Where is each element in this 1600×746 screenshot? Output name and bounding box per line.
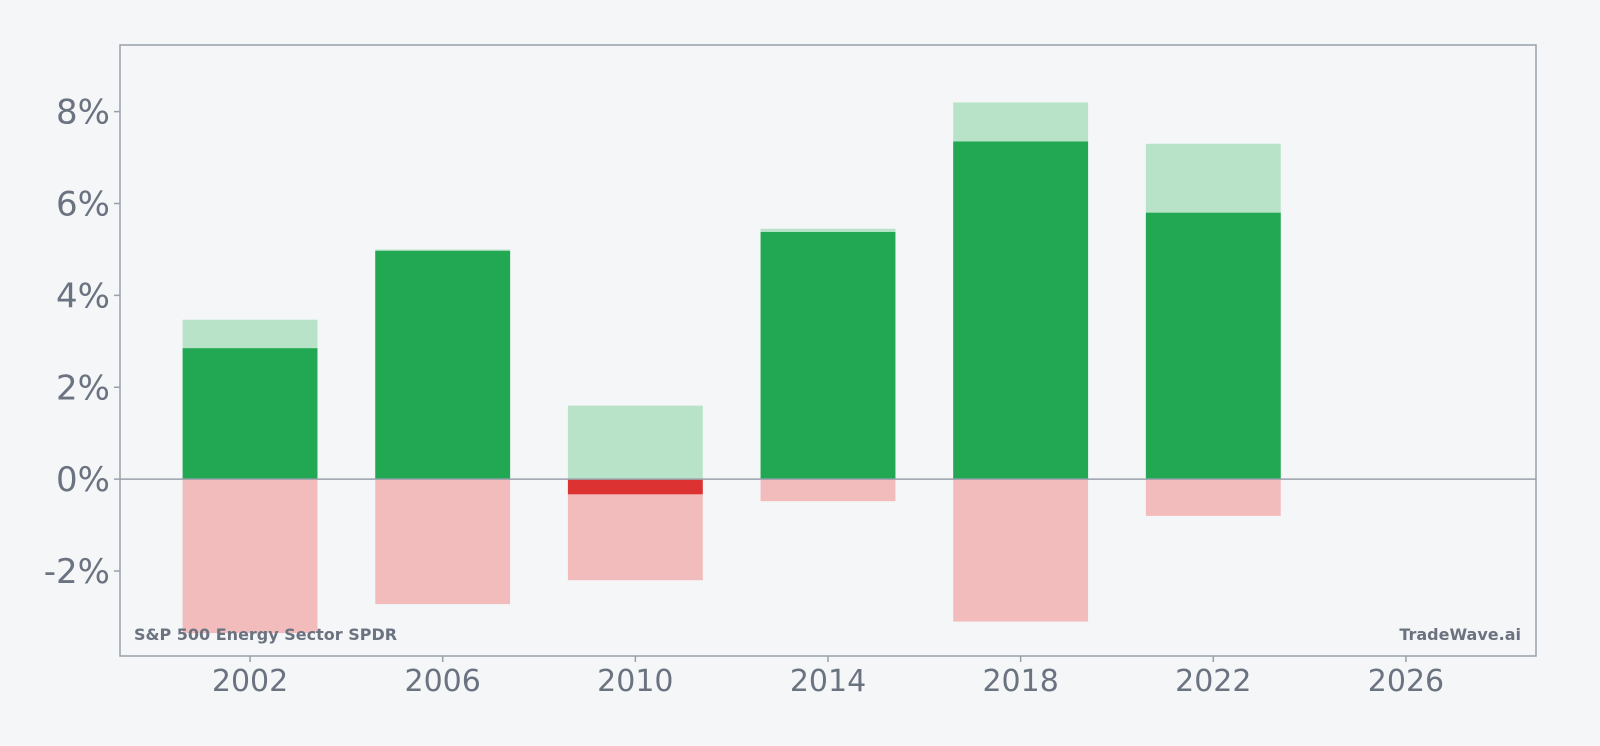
value-bar <box>182 348 318 480</box>
y-tick-label: 6% <box>56 184 110 224</box>
x-tick-label: 2006 <box>405 664 481 699</box>
x-tick-label: 2014 <box>790 664 866 699</box>
negative-range-bar <box>953 479 1089 622</box>
bottom-left-label: S&P 500 Energy Sector SPDR <box>134 625 397 644</box>
x-tick-label: 2022 <box>1175 664 1251 699</box>
y-tick-label: 0% <box>56 460 110 500</box>
negative-range-bar <box>182 479 318 634</box>
negative-range-bar <box>760 479 896 502</box>
x-tick-label: 2010 <box>597 664 673 699</box>
value-bar <box>760 231 896 480</box>
x-axis: 2002 2006 2010 2014 2018 2022 2026 <box>212 656 1444 699</box>
positive-range-bar <box>567 405 703 480</box>
y-tick-label: 2% <box>56 368 110 408</box>
y-tick-label: -2% <box>44 552 110 592</box>
negative-range-bar <box>375 479 511 605</box>
y-axis: -2% 0% 2% 4% 6% 8% <box>44 93 120 592</box>
x-tick-label: 2026 <box>1368 664 1444 699</box>
value-bar <box>1145 212 1281 480</box>
y-tick-label: 4% <box>56 276 110 316</box>
x-tick-label: 2018 <box>982 664 1058 699</box>
y-tick-label: 8% <box>56 93 110 133</box>
bottom-right-label: TradeWave.ai <box>1399 625 1521 644</box>
value-bars <box>182 141 1281 495</box>
value-bar <box>953 141 1089 480</box>
value-bar <box>375 250 511 480</box>
negative-range-bar <box>1145 479 1281 516</box>
x-tick-label: 2002 <box>212 664 288 699</box>
negative-range-bar <box>567 479 703 581</box>
value-bar <box>567 479 703 495</box>
